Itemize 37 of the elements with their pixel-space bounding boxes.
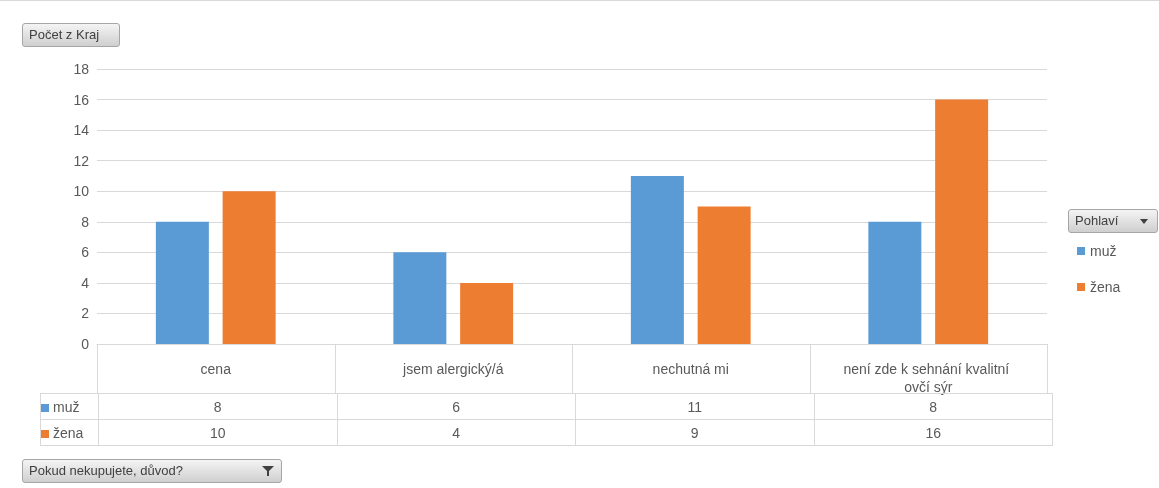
data-label: 6: [337, 393, 576, 420]
data-label: 16: [814, 419, 1053, 446]
text: muž: [1090, 243, 1117, 259]
x-tick-label: jsem alergický/á: [402, 361, 504, 377]
y-tick-label: 0: [81, 336, 90, 352]
data-label: 8: [98, 393, 337, 420]
data-label: 11: [575, 393, 814, 420]
y-tick-label: 8: [81, 213, 90, 230]
legend-label: muž: [40, 393, 99, 420]
text: Pokud nekupujete, důvod?: [29, 463, 183, 478]
bar: [868, 221, 922, 344]
bar: [630, 175, 684, 344]
x-tick-label: cena: [200, 361, 232, 377]
data-label: 9: [575, 419, 814, 446]
y-tick-label: 14: [73, 122, 90, 139]
bar: [222, 191, 276, 344]
y-axis-title: Počet z Kraj: [29, 27, 100, 42]
y-tick-label: 10: [73, 183, 90, 200]
y-tick-label: 2: [81, 305, 90, 322]
y-tick-label: 16: [73, 91, 90, 108]
bar: [935, 99, 989, 344]
y-tick-label: 12: [73, 152, 90, 169]
bar: [155, 221, 209, 344]
y-tick-label: 4: [81, 274, 90, 291]
data-label: 4: [337, 419, 576, 446]
text: žena: [53, 424, 84, 441]
y-tick-label: 18: [73, 61, 90, 77]
legend-title: Pohlaví: [1075, 213, 1119, 228]
x-tick-label: nechutná mi: [652, 361, 729, 377]
bar: [460, 282, 514, 344]
data-label: 10: [98, 419, 337, 446]
bar: [697, 206, 751, 344]
data-label: 8: [814, 393, 1053, 420]
x-tick-label: není zde k sehnání kvalitní ovčí sýr: [843, 361, 1014, 395]
legend-label: žena: [1090, 279, 1121, 295]
y-tick-label: 6: [81, 244, 90, 261]
bar: [393, 252, 447, 344]
